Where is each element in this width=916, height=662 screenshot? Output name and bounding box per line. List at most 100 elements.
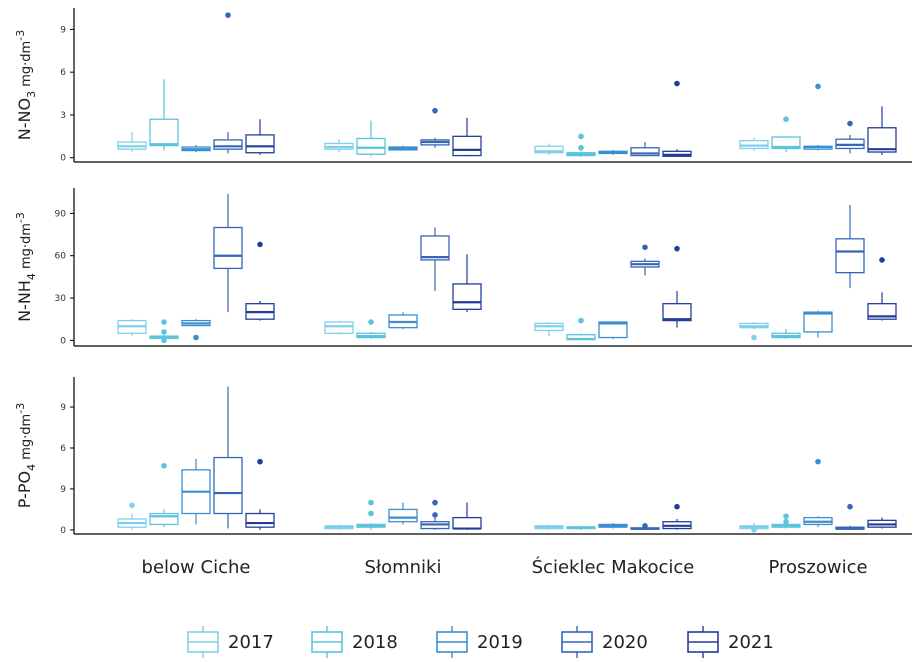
box-2019 [181,458,211,525]
legend-label: 2019 [477,632,523,653]
outlier-point [674,503,680,510]
panel-2: 0 30 60 90 N-NH4 mg·dm-3 [14,188,912,347]
box-2019 [388,145,418,151]
panel-1: 0 3 6 9 N-NO3 mg·dm-3 [14,8,912,164]
box-2021 [867,106,897,155]
box-rect [388,508,418,523]
box-2018 [771,513,801,529]
box-2021 [867,257,897,321]
box-2017 [739,523,769,533]
y-tick-label: 0 [60,526,66,536]
outlier-point [847,503,853,510]
y-tick-label: 0 [60,336,66,346]
box-2021 [245,119,275,155]
legend-item-2017: 2017 [187,626,274,658]
outlier-point [368,499,374,506]
outlier-point [257,241,263,248]
box-rect [149,118,179,147]
outlier-point [161,319,167,325]
box-2019 [803,310,833,338]
box-2017 [117,132,147,153]
box-2020 [420,499,450,530]
outlier-point [642,523,648,529]
category-label: below Ciche [142,557,251,578]
box-2020 [420,107,450,148]
box-2018 [566,133,596,158]
y-tick-label: 6 [60,68,66,78]
box-2021 [662,503,692,530]
box-rect [835,238,865,274]
legend-item-2019: 2019 [436,626,523,658]
box-2021 [662,245,692,328]
box-rect [356,137,386,155]
y-axis-label: N-NO3 mg·dm-3 [14,30,38,140]
box-rect [452,283,482,310]
legend-item-2018: 2018 [311,626,398,658]
outlier-point [161,462,167,469]
box-2017 [534,322,564,337]
outlier-point [578,133,584,140]
box-2019 [181,144,211,153]
box-2018 [149,462,179,528]
y-tick-label: 9 [60,25,66,35]
box-2021 [662,80,692,158]
box-2020 [213,12,243,154]
box-2018 [566,317,596,341]
box-2019 [598,523,628,529]
category-label: Słomniki [365,557,442,578]
box-2017 [117,319,147,337]
box-rect [452,135,482,157]
y-tick-label: 90 [55,209,67,219]
box-rect [245,512,275,528]
box-2018 [356,499,386,530]
box-2018 [356,120,386,157]
box-2019 [181,319,211,341]
outlier-point [129,502,135,509]
box-2018 [149,319,179,344]
box-2021 [867,517,897,529]
box-2018 [149,79,179,151]
box-2017 [534,524,564,530]
legend-label: 2021 [728,632,774,653]
outlier-point [578,144,584,151]
outlier-point [432,107,438,114]
box-rect [803,311,833,333]
outlier-point [815,83,821,90]
box-2021 [452,502,482,530]
outlier-point [815,458,821,465]
box-2018 [771,116,801,153]
outlier-point [783,116,789,123]
box-rect [534,145,564,154]
outlier-point [751,527,757,533]
outlier-point [847,120,853,127]
box-rect [245,134,275,154]
box-2020 [835,120,865,154]
outlier-point [783,513,789,520]
box-2021 [452,117,482,157]
box-rect [662,303,692,322]
outlier-point [751,334,757,341]
legend-item-2021: 2021 [687,626,774,658]
outlier-point [578,317,584,324]
box-2017 [534,143,564,155]
box-2020 [835,204,865,289]
box-rect [598,321,628,339]
box-2021 [245,241,275,321]
box-2018 [566,525,596,530]
box-rect [867,127,897,153]
outlier-point [674,245,680,252]
y-tick-label: 3 [60,111,66,121]
category-label: Proszowice [768,557,867,578]
legend-label: 2017 [228,632,274,653]
legend-item-2020: 2020 [561,626,648,658]
outlier-point [432,512,438,518]
box-2019 [803,83,833,151]
box-rect [420,235,450,261]
panel-3: 0 9 6 9 P-PO4 mg·dm-3 [14,377,912,536]
box-rect [213,139,243,150]
y-tick-label: 30 [55,294,67,304]
outlier-point [368,510,374,517]
box-rect [630,147,660,157]
box-2020 [213,386,243,529]
box-2020 [213,193,243,313]
